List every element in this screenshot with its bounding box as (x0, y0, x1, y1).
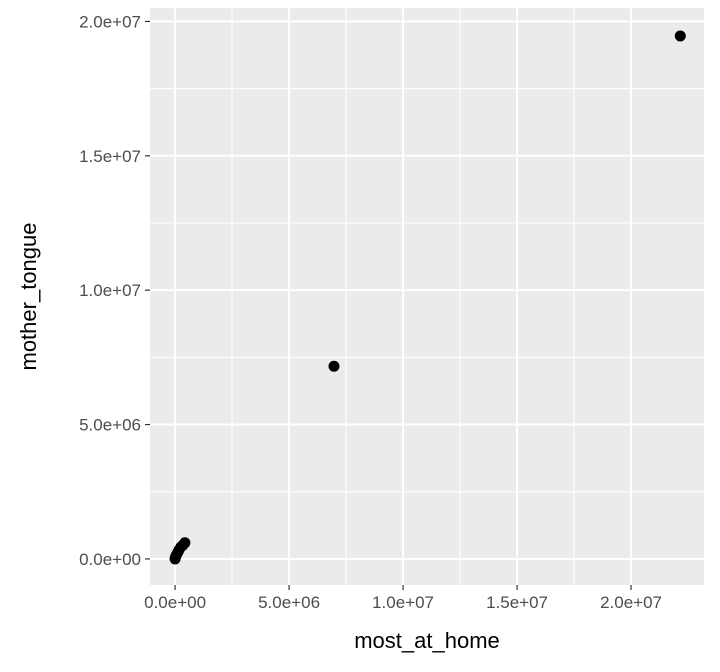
y-tick-label: 5.0e+06 (79, 416, 141, 435)
scatter-point (674, 30, 686, 42)
x-tick-label: 1.5e+07 (486, 593, 548, 612)
x-tick-label: 2.0e+07 (600, 593, 662, 612)
x-axis: 0.0e+00 5.0e+06 1.0e+07 1.5e+07 2.0e+07 (144, 585, 662, 612)
y-tick-label: 1.5e+07 (79, 147, 141, 166)
y-axis-title: mother_tongue (16, 223, 41, 371)
x-tick-label: 0.0e+00 (144, 593, 206, 612)
grid-major (150, 8, 704, 585)
y-tick-label: 0.0e+00 (79, 550, 141, 569)
x-axis-title: most_at_home (354, 628, 500, 653)
data-points (169, 30, 686, 565)
scatter-point (169, 553, 181, 565)
x-tick-label: 5.0e+06 (258, 593, 320, 612)
y-tick-label: 1.0e+07 (79, 281, 141, 300)
scatter-point (328, 360, 340, 372)
y-tick-label: 2.0e+07 (79, 12, 141, 31)
y-axis: 0.0e+00 5.0e+06 1.0e+07 1.5e+07 2.0e+07 (79, 12, 150, 569)
grid-minor (150, 8, 704, 585)
plot-panel (150, 8, 704, 585)
x-tick-label: 1.0e+07 (372, 593, 434, 612)
